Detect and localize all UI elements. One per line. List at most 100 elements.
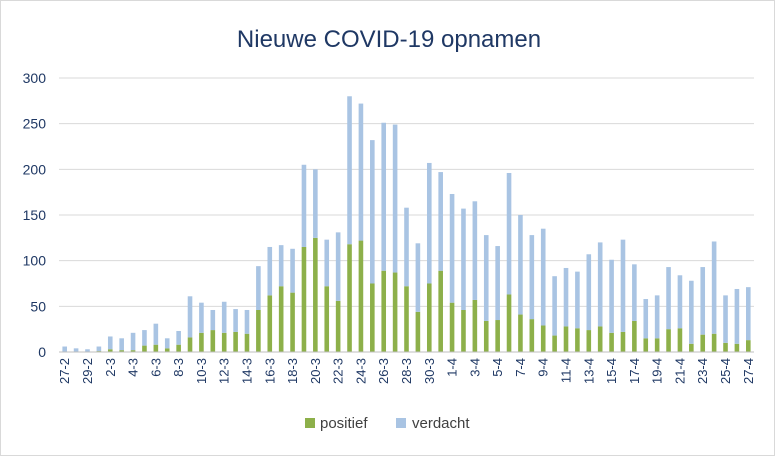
bar-positief bbox=[199, 332, 204, 352]
bar-verdacht bbox=[723, 295, 728, 343]
bar-verdacht bbox=[654, 295, 660, 339]
bar-verdacht bbox=[370, 140, 375, 284]
bar-verdacht bbox=[689, 280, 694, 344]
bar-verdacht bbox=[142, 330, 147, 346]
bar-verdacht bbox=[392, 124, 398, 273]
bar-positief bbox=[164, 348, 170, 352]
bar-positief bbox=[723, 342, 728, 352]
bar-verdacht bbox=[529, 235, 535, 320]
bar-positief bbox=[392, 272, 398, 352]
x-tick-label: 27-2 bbox=[57, 358, 72, 384]
bar-verdacht bbox=[552, 276, 557, 336]
bar-positief bbox=[107, 349, 113, 352]
x-tick-label: 23-4 bbox=[695, 358, 710, 384]
bar-positief bbox=[153, 344, 159, 352]
bar-verdacht bbox=[358, 103, 364, 241]
bar-positief bbox=[575, 328, 580, 352]
bar-positief bbox=[461, 309, 466, 352]
bar-positief bbox=[586, 330, 592, 352]
bar-verdacht bbox=[575, 271, 580, 329]
bar-verdacht bbox=[518, 215, 523, 315]
bar-verdacht bbox=[666, 267, 671, 330]
legend: positief verdacht bbox=[305, 415, 470, 432]
chart-title: Nieuwe COVID-19 opnamen bbox=[237, 26, 541, 53]
bar-positief bbox=[632, 320, 637, 352]
bar-positief bbox=[221, 332, 227, 352]
x-tick-label: 6-3 bbox=[148, 358, 163, 377]
bar-verdacht bbox=[540, 228, 546, 326]
bar-verdacht bbox=[461, 208, 466, 310]
bar-positief bbox=[119, 350, 124, 352]
bar-positief bbox=[689, 343, 694, 352]
bar-positief bbox=[529, 319, 535, 352]
bar-verdacht bbox=[96, 346, 102, 352]
bar-verdacht bbox=[62, 346, 67, 352]
bar-verdacht bbox=[290, 248, 295, 293]
bar-positief bbox=[176, 344, 181, 352]
bar-positief bbox=[472, 299, 478, 352]
x-tick-label: 25-4 bbox=[718, 358, 733, 384]
bars bbox=[62, 96, 751, 352]
x-tick-label: 5-4 bbox=[490, 358, 505, 377]
x-tick-label: 22-3 bbox=[331, 358, 346, 384]
bar-positief bbox=[381, 270, 387, 352]
bar-verdacht bbox=[176, 330, 181, 345]
bar-verdacht bbox=[233, 309, 238, 332]
bar-verdacht bbox=[495, 246, 500, 321]
bar-positief bbox=[358, 240, 364, 352]
bar-verdacht bbox=[438, 172, 443, 271]
bar-verdacht bbox=[734, 288, 740, 344]
bar-positief bbox=[620, 331, 626, 352]
x-tick-label: 3-4 bbox=[467, 358, 482, 377]
bar-verdacht bbox=[620, 239, 626, 332]
bar-verdacht bbox=[267, 246, 273, 296]
bar-verdacht bbox=[199, 302, 204, 333]
bar-positief bbox=[142, 345, 147, 352]
bar-positief bbox=[700, 334, 706, 352]
bar-verdacht bbox=[586, 254, 592, 331]
bar-positief bbox=[609, 332, 614, 352]
bar-verdacht bbox=[563, 267, 569, 327]
bar-verdacht bbox=[278, 245, 284, 287]
bar-verdacht bbox=[483, 235, 489, 321]
x-tick-label: 30-3 bbox=[422, 358, 437, 384]
x-tick-label: 26-3 bbox=[376, 358, 391, 384]
bar-verdacht bbox=[426, 162, 432, 284]
bar-positief bbox=[347, 244, 352, 352]
bar-verdacht bbox=[404, 207, 409, 287]
x-tick-label: 27-4 bbox=[741, 358, 756, 384]
bar-positief bbox=[483, 320, 489, 352]
bar-positief bbox=[415, 311, 421, 352]
bar-verdacht bbox=[130, 332, 136, 351]
x-tick-label: 14-3 bbox=[239, 358, 254, 384]
bar-positief bbox=[643, 338, 649, 352]
bar-verdacht bbox=[85, 349, 90, 352]
bar-verdacht bbox=[506, 172, 512, 295]
y-axis-ticks: 0 50 100 150 200 250 300 bbox=[23, 70, 47, 360]
x-tick-label: 28-3 bbox=[399, 358, 414, 384]
legend-label-positief: positief bbox=[320, 415, 368, 432]
x-tick-label: 15-4 bbox=[604, 358, 619, 384]
legend-swatch-positief bbox=[305, 418, 315, 428]
x-tick-label: 21-4 bbox=[672, 358, 687, 384]
bar-verdacht bbox=[324, 239, 330, 287]
x-tick-label: 19-4 bbox=[650, 358, 665, 384]
bar-positief bbox=[597, 326, 603, 352]
bar-positief bbox=[187, 337, 193, 352]
bar-positief bbox=[734, 343, 740, 352]
bar-verdacht bbox=[472, 201, 478, 300]
x-tick-label: 24-3 bbox=[353, 358, 368, 384]
x-tick-label: 11-4 bbox=[559, 358, 574, 383]
bar-verdacht bbox=[187, 296, 193, 338]
bar-verdacht bbox=[335, 232, 341, 301]
bar-positief bbox=[449, 302, 455, 352]
bar-verdacht bbox=[301, 164, 307, 247]
bar-verdacht bbox=[256, 266, 261, 310]
x-tick-label: 9-4 bbox=[536, 358, 551, 377]
bar-verdacht bbox=[221, 301, 227, 333]
bar-positief bbox=[495, 320, 500, 352]
bar-positief bbox=[290, 292, 295, 352]
bar-positief bbox=[301, 246, 307, 352]
x-tick-label: 16-3 bbox=[262, 358, 277, 384]
